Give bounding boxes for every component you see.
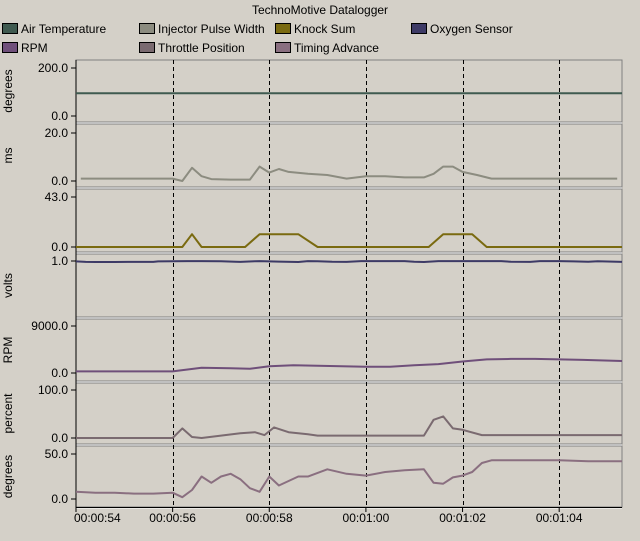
y-axis-label: ms bbox=[1, 148, 15, 164]
x-tick-label: 00:01:02 bbox=[439, 511, 486, 525]
legend-item-timing-advance[interactable]: Timing Advance bbox=[275, 41, 379, 55]
legend-swatch bbox=[2, 42, 18, 53]
legend-label: Timing Advance bbox=[294, 41, 379, 55]
legend-swatch bbox=[275, 23, 291, 34]
series-line-throttle-position bbox=[76, 415, 622, 439]
x-tick-label: 00:00:58 bbox=[246, 511, 293, 525]
y-tick-label: 0.0 bbox=[51, 366, 68, 380]
y-tick-label: 200.0 bbox=[38, 61, 68, 75]
y-tick-label: 0.0 bbox=[51, 240, 68, 254]
panel-frame bbox=[75, 382, 623, 445]
y-axis-label: RPM bbox=[1, 337, 15, 364]
panel-frame bbox=[75, 445, 623, 508]
y-tick-label: 20.0 bbox=[45, 126, 69, 140]
legend-item-knock-sum[interactable]: Knock Sum bbox=[275, 22, 355, 36]
legend-swatch bbox=[139, 42, 155, 53]
legend-swatch bbox=[411, 23, 427, 34]
y-tick-label: 0.0 bbox=[51, 109, 68, 123]
x-tick-label: 00:01:04 bbox=[536, 511, 583, 525]
panel-frame bbox=[75, 253, 623, 318]
series-line-timing-advance bbox=[75, 459, 622, 499]
y-tick-label: 0.0 bbox=[51, 492, 68, 506]
legend-item-rpm[interactable]: RPM bbox=[2, 41, 48, 55]
legend-label: Knock Sum bbox=[294, 22, 356, 36]
y-tick-label: 0.0 bbox=[51, 431, 68, 445]
legend-swatch bbox=[139, 23, 155, 34]
panel-frame bbox=[75, 123, 623, 188]
series-line-injector-pulse-width bbox=[80, 165, 618, 182]
y-tick-label: 43.0 bbox=[45, 190, 69, 204]
y-axis-label: percent bbox=[1, 393, 15, 434]
panel-frame bbox=[75, 59, 623, 123]
y-axis-label: volts bbox=[1, 273, 15, 298]
legend-item-injector-pulse-width[interactable]: Injector Pulse Width bbox=[139, 22, 265, 36]
x-tick-label: 00:00:54 bbox=[74, 511, 121, 525]
legend-label: Air Temperature bbox=[21, 22, 107, 36]
y-axis-label: degrees bbox=[1, 455, 15, 498]
series-line-rpm bbox=[76, 357, 623, 373]
series-line-knock-sum bbox=[76, 233, 622, 248]
legend-label: Throttle Position bbox=[158, 41, 245, 55]
y-tick-label: 9000.0 bbox=[31, 319, 68, 333]
legend-swatch bbox=[2, 23, 18, 34]
series-line-oxygen-sensor bbox=[75, 260, 623, 263]
panel-frame bbox=[75, 188, 623, 253]
x-tick-label: 00:00:56 bbox=[149, 511, 196, 525]
legend-label: RPM bbox=[21, 41, 48, 55]
y-tick-label: 50.0 bbox=[45, 447, 69, 461]
legend-item-throttle-position[interactable]: Throttle Position bbox=[139, 41, 245, 55]
app-title: TechnoMotive Datalogger bbox=[251, 3, 389, 17]
legend-label: Injector Pulse Width bbox=[158, 22, 265, 36]
y-axis-label: degrees bbox=[1, 69, 15, 112]
y-tick-label: 1.0 bbox=[51, 254, 68, 268]
y-tick-label: 0.0 bbox=[51, 174, 68, 188]
y-tick-label: 100.0 bbox=[38, 383, 68, 397]
legend-item-oxygen-sensor[interactable]: Oxygen Sensor bbox=[411, 22, 513, 36]
x-tick-label: 00:01:00 bbox=[343, 511, 390, 525]
legend-item-air-temperature[interactable]: Air Temperature bbox=[2, 22, 106, 36]
legend-swatch bbox=[275, 42, 291, 53]
legend-label: Oxygen Sensor bbox=[430, 22, 513, 36]
